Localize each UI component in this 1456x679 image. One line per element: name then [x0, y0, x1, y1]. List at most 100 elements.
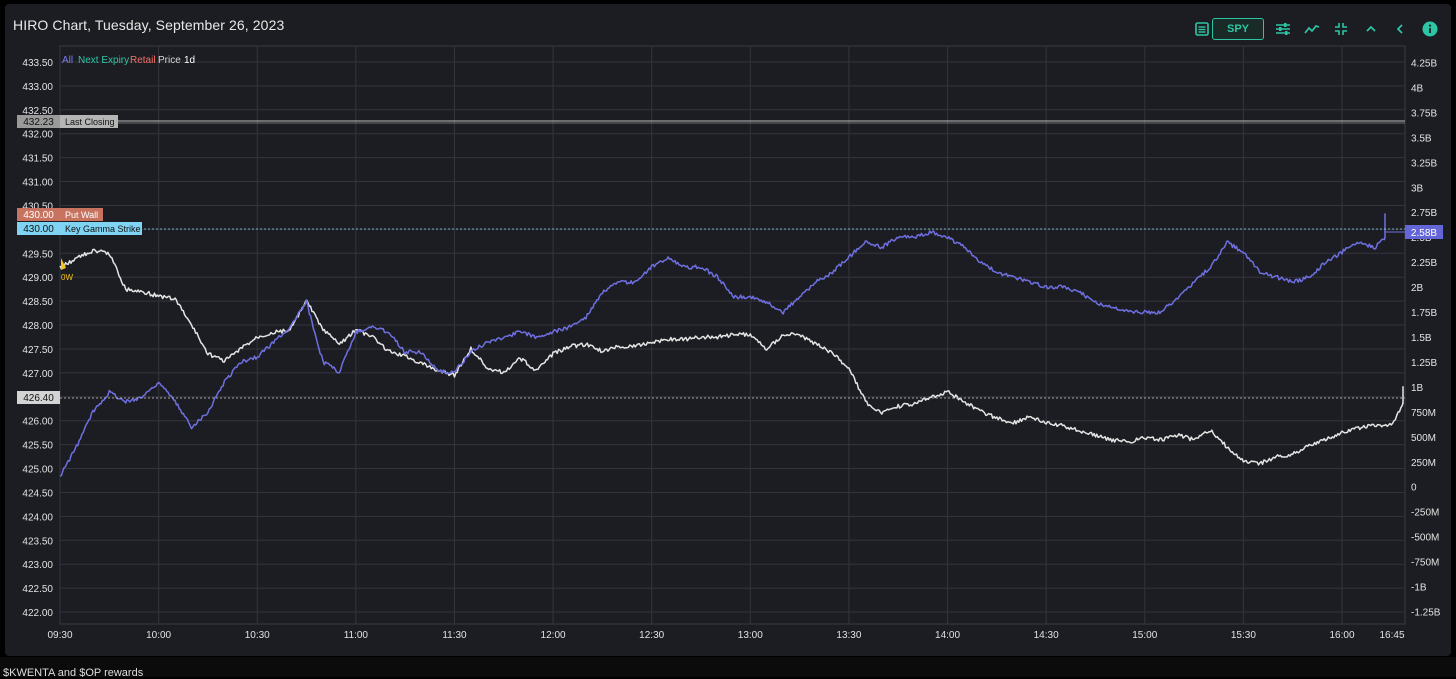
y-left-tick: 424.50	[22, 488, 53, 499]
x-tick: 15:00	[1132, 630, 1157, 641]
key-gamma-value: 430.00	[23, 224, 54, 235]
x-tick: 09:30	[47, 630, 72, 641]
y-left-tick: 425.00	[22, 465, 53, 476]
y-right-tick: 3.5B	[1411, 133, 1432, 144]
y-left-tick: 426.00	[22, 417, 53, 428]
y-left-tick: 424.00	[22, 512, 53, 523]
x-tick: 10:00	[146, 630, 171, 641]
legend-price[interactable]: Price	[158, 55, 181, 66]
x-tick: 13:30	[836, 630, 861, 641]
put-wall-value: 430.00	[23, 210, 54, 221]
x-tick: 10:30	[245, 630, 270, 641]
y-right-tick: -500M	[1411, 533, 1439, 544]
put-wall-marker: 430.00 Put Wall	[17, 208, 103, 221]
y-right-tick: 250M	[1411, 458, 1436, 469]
current-hiro-marker: 2.58B	[1385, 225, 1443, 239]
last-closing-marker: 432.23 Last Closing	[17, 115, 1405, 128]
line-chart-icon[interactable]	[1301, 18, 1323, 40]
page-title: HIRO Chart, Tuesday, September 26, 2023	[13, 17, 285, 33]
y-right-tick: 2B	[1411, 283, 1424, 294]
x-tick: 11:00	[344, 630, 369, 641]
bottom-strip	[0, 657, 1456, 677]
info-icon[interactable]	[1419, 18, 1441, 40]
x-tick: 16:45	[1379, 630, 1404, 641]
y-right-tick: 0	[1411, 483, 1417, 494]
y-left-tick: 425.50	[22, 441, 53, 452]
chevron-up-icon[interactable]	[1360, 18, 1382, 40]
legend: All Next Expiry Retail Price 1d	[62, 55, 195, 66]
y-left-tick: 422.50	[22, 584, 53, 595]
y-left-tick: 433.00	[22, 82, 53, 93]
y-right-tick: -1B	[1411, 583, 1427, 594]
y-left-tick: 432.50	[22, 106, 53, 117]
x-tick: 14:00	[935, 630, 960, 641]
y-right-tick: 500M	[1411, 433, 1436, 444]
last-closing-value: 432.23	[23, 117, 54, 128]
series-line-price	[59, 248, 1404, 466]
key-gamma-marker: 430.00 Key Gamma Strike	[17, 222, 1405, 235]
y-left-tick: 427.00	[22, 369, 53, 380]
x-tick: 13:00	[738, 630, 763, 641]
y-right-tick: 3B	[1411, 183, 1424, 194]
y-left-tick: 433.50	[22, 58, 53, 69]
grid-lines	[59, 45, 1406, 625]
legend-timeframe[interactable]: 1d	[184, 55, 195, 66]
y-left-tick: 422.00	[22, 608, 53, 619]
current-price-value: 426.40	[23, 393, 54, 404]
y-right-tick: -250M	[1411, 508, 1439, 519]
bottom-caption: $KWENTA and $OP rewards	[3, 667, 144, 679]
y-left-tick: 423.50	[22, 536, 53, 547]
plot-border	[59, 45, 1406, 625]
x-tick: 12:30	[639, 630, 664, 641]
y-right-tick: -1.25B	[1411, 608, 1441, 619]
ticker-selector-button[interactable]: SPY	[1212, 18, 1264, 40]
y-left-tick: 428.50	[22, 297, 53, 308]
y-left-tick: 430.50	[22, 201, 53, 212]
y-right-tick: 4.25B	[1411, 58, 1437, 69]
y-left-tick: 427.50	[22, 345, 53, 356]
x-tick: 15:30	[1231, 630, 1256, 641]
y-left-tick: 429.50	[22, 249, 53, 260]
time-axis: 09:30 10:00 10:30 11:00 11:30 12:00 12:30 13:00…	[47, 630, 1404, 641]
y-left-tick: 423.00	[22, 560, 53, 571]
series-layer	[59, 213, 1404, 477]
chevron-left-icon[interactable]	[1389, 18, 1411, 40]
event-marker[interactable]: 0W	[61, 258, 73, 282]
y-right-tick: 750M	[1411, 408, 1436, 419]
y-left-tick: 432.00	[22, 130, 53, 141]
y-left-tick: 428.00	[22, 321, 53, 332]
y-left-tick: 429.00	[22, 273, 53, 284]
list-icon[interactable]	[1191, 18, 1213, 40]
y-right-tick: 4B	[1411, 83, 1424, 94]
y-right-tick: -750M	[1411, 558, 1439, 569]
x-tick: 12:00	[541, 630, 566, 641]
current-hiro-value: 2.58B	[1411, 228, 1437, 239]
y-right-tick: 3.25B	[1411, 158, 1437, 169]
x-tick: 11:30	[442, 630, 467, 641]
legend-next-expiry[interactable]: Next Expiry	[78, 55, 129, 66]
y-right-tick: 2.25B	[1411, 258, 1437, 269]
y-right-tick: 1.25B	[1411, 358, 1437, 369]
sliders-icon[interactable]	[1272, 18, 1294, 40]
y-right-tick: 1.5B	[1411, 333, 1432, 344]
y-right-tick: 2.75B	[1411, 208, 1437, 219]
last-closing-label: Last Closing	[65, 117, 115, 127]
y-right-tick: 3.75B	[1411, 108, 1437, 119]
legend-all[interactable]: All	[62, 55, 73, 66]
y-right-tick: 1B	[1411, 383, 1424, 394]
put-wall-label: Put Wall	[65, 210, 98, 220]
key-gamma-label: Key Gamma Strike	[65, 224, 141, 234]
y-left-tick: 431.50	[22, 154, 53, 165]
y-right-tick: 1.75B	[1411, 308, 1437, 319]
legend-retail[interactable]: Retail	[130, 55, 156, 66]
event-label: 0W	[61, 273, 73, 282]
y-left-tick: 431.00	[22, 178, 53, 189]
x-tick: 16:00	[1329, 630, 1354, 641]
series-line-all	[59, 213, 1386, 477]
collapse-icon[interactable]	[1330, 18, 1352, 40]
current-price-marker: 426.40	[17, 391, 1405, 404]
chart-panel	[5, 4, 1451, 656]
x-tick: 14:30	[1034, 630, 1059, 641]
price-axis: 433.50 433.00 432.50 432.00 431.50 431.00 430.…	[22, 58, 53, 619]
